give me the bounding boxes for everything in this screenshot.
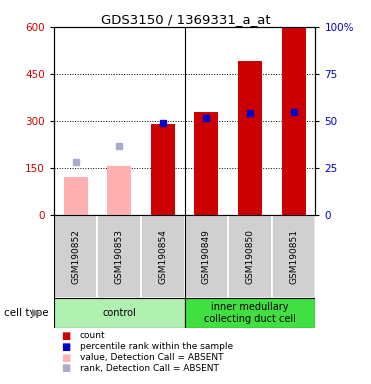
Bar bbox=[63, 177, 88, 215]
Text: GSM190851: GSM190851 bbox=[289, 229, 298, 284]
Bar bbox=[228, 215, 272, 298]
Bar bbox=[184, 298, 315, 328]
Text: ▶: ▶ bbox=[32, 308, 40, 318]
Text: ■: ■ bbox=[61, 331, 70, 341]
Bar bbox=[97, 215, 141, 298]
Bar bbox=[272, 215, 315, 298]
Text: GSM190853: GSM190853 bbox=[115, 229, 124, 284]
Bar bbox=[141, 215, 184, 298]
Text: ■: ■ bbox=[61, 342, 70, 352]
Bar bbox=[54, 215, 97, 298]
Text: ■: ■ bbox=[61, 353, 70, 362]
Text: percentile rank within the sample: percentile rank within the sample bbox=[80, 342, 233, 351]
Bar bbox=[282, 27, 306, 215]
Bar bbox=[238, 61, 262, 215]
Text: inner medullary
collecting duct cell: inner medullary collecting duct cell bbox=[204, 302, 296, 324]
Text: cell type: cell type bbox=[4, 308, 48, 318]
Text: ■: ■ bbox=[61, 363, 70, 373]
Text: GDS3150 / 1369331_a_at: GDS3150 / 1369331_a_at bbox=[101, 13, 270, 26]
Text: GSM190850: GSM190850 bbox=[246, 229, 255, 284]
Bar bbox=[107, 166, 131, 215]
Text: GSM190854: GSM190854 bbox=[158, 229, 167, 284]
Text: GSM190852: GSM190852 bbox=[71, 229, 80, 284]
Text: rank, Detection Call = ABSENT: rank, Detection Call = ABSENT bbox=[80, 364, 219, 373]
Text: GSM190849: GSM190849 bbox=[202, 229, 211, 284]
Bar bbox=[151, 124, 175, 215]
Bar bbox=[54, 298, 184, 328]
Text: value, Detection Call = ABSENT: value, Detection Call = ABSENT bbox=[80, 353, 223, 362]
Bar bbox=[184, 215, 228, 298]
Text: control: control bbox=[102, 308, 136, 318]
Text: count: count bbox=[80, 331, 105, 341]
Bar bbox=[194, 112, 219, 215]
